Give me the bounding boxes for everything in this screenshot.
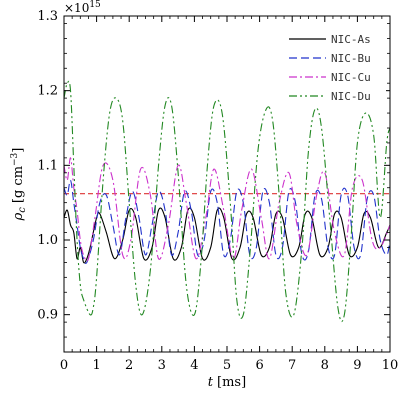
legend-label-nic-du: NIC-Du <box>331 90 371 103</box>
series-line-nic-bu <box>64 179 390 265</box>
x-tick-label: 5 <box>223 358 231 373</box>
series-layer <box>64 80 390 323</box>
y-axis-label: ρc[g cm−3] <box>10 148 28 222</box>
series-line-nic-cu <box>64 157 390 262</box>
x-tick-label: 2 <box>125 358 133 373</box>
x-tick-label: 10 <box>382 358 399 373</box>
x-tick-label: 0 <box>60 358 68 373</box>
y-tick-label: 1.3 <box>37 9 58 24</box>
x-tick-label: 3 <box>158 358 166 373</box>
x-tick-label: 8 <box>321 358 329 373</box>
axis-ticks: 0 1 2 3 4 5 6 7 8 9 10 0.9 1.0 1.1 1.2 1.3 <box>37 9 398 373</box>
y-tick-label: 1.2 <box>37 84 58 99</box>
y-tick-label: 1.0 <box>37 233 58 248</box>
x-tick-label: 9 <box>353 358 361 373</box>
x-tick-label: 1 <box>92 358 100 373</box>
legend-label-nic-bu: NIC-Bu <box>331 52 371 65</box>
x-tick-label: 7 <box>288 358 296 373</box>
y-tick-label: 0.9 <box>37 308 58 323</box>
legend: NIC-As NIC-Bu NIC-Cu NIC-Du <box>289 33 371 103</box>
y-axis-multiplier: ×1015 <box>64 0 101 15</box>
legend-label-nic-as: NIC-As <box>331 33 371 46</box>
legend-label-nic-cu: NIC-Cu <box>331 71 371 84</box>
y-tick-label: 1.1 <box>37 158 58 173</box>
x-axis-label: t [ms] <box>208 375 246 390</box>
series-line-nic-du <box>64 80 390 323</box>
x-tick-label: 4 <box>190 358 198 373</box>
x-tick-label: 6 <box>255 358 263 373</box>
